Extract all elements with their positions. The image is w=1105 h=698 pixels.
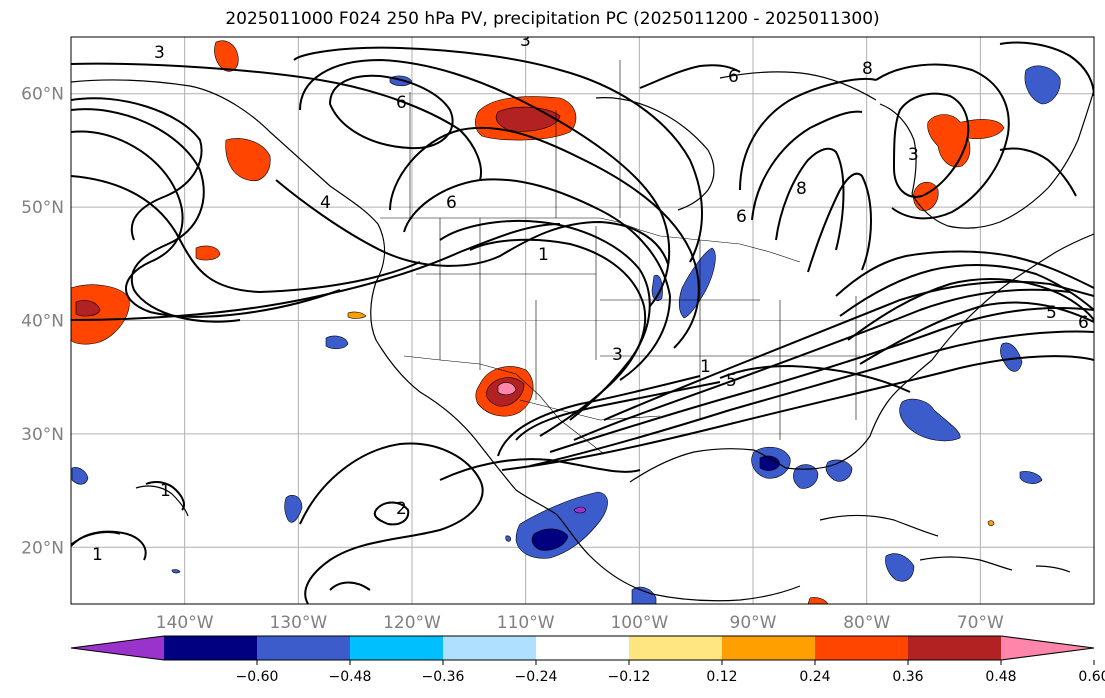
lat-tick-label: 30°N [21,425,64,445]
lon-tick-label: 140°W [156,613,214,633]
colorbar-bin [536,636,630,660]
pv-label: 1 [160,481,171,501]
map-frame [70,36,1095,605]
lon-tick-label: 130°W [269,613,327,633]
pv-label: 2 [396,499,407,519]
pv-label: 8 [862,59,873,79]
precip-positive-southwest [475,366,534,417]
pv-label: 3 [612,345,623,365]
lon-tick-label: 70°W [957,613,1004,633]
colorbar-tick-label: −0.48 [329,669,372,685]
lon-tick-label: 100°W [610,613,668,633]
colorbar: −0.60 −0.48 −0.36 −0.24 −0.12 0.12 0.24 0.36 0.4… [70,635,1105,685]
lat-tick-label: 60°N [21,85,64,105]
pv-label: 3 [908,145,919,165]
colorbar-tick-label: −0.36 [422,669,465,685]
colorbar-bin [815,636,909,660]
pv-label: 1 [92,545,103,565]
pv-label: 5 [726,371,737,391]
colorbar-tick-label: 0.48 [985,669,1016,685]
pv-label: 6 [1078,313,1089,333]
pv-label: 1 [538,245,549,265]
precip-positive-labrador [807,114,1005,604]
colorbar-tick-label: −0.60 [236,669,279,685]
precip-positive-west-coast [71,40,367,345]
pv-label: 6 [446,193,457,213]
pv-label: 4 [320,193,331,213]
precip-shading [71,40,1061,604]
pv-label: 8 [796,179,807,199]
longitude-labels: 140°W 130°W 120°W 110°W 100°W 90°W 80°W 70°W [156,613,1004,633]
colorbar-bin [722,636,816,660]
pv-label: 3 [520,31,531,51]
colorbar-bin [908,636,1002,660]
colorbar-outline [70,635,1095,661]
colorbar-bin [350,636,444,660]
precip-negative-gulf-mexico [515,342,1043,604]
pv-label: 6 [396,93,407,113]
precip-negative-east-interior [71,65,1061,574]
colorbar-extend-low [71,636,164,660]
colorbar-tick-label: −0.24 [515,669,558,685]
lon-tick-label: 110°W [497,613,555,633]
lon-tick-label: 90°W [730,613,777,633]
colorbar-tick-label: −0.12 [608,669,651,685]
pv-contour-labels: 1 1 1 1 2 3 3 3 3 4 5 5 6 6 6 6 6 8 8 [92,31,1089,565]
pv-label: 5 [1046,303,1057,323]
lat-tick-label: 20°N [21,538,64,558]
colorbar-bin [443,636,537,660]
lon-tick-label: 80°W [843,613,890,633]
pv-label: 6 [736,207,747,227]
pv-label: 6 [728,67,739,87]
lon-tick-label: 120°W [383,613,441,633]
lat-tick-label: 40°N [21,312,64,332]
colorbar-tick-label: 0.12 [706,669,737,685]
colorbar-tick-label: 0.60 [1078,669,1105,685]
colorbar-bin [629,636,723,660]
colorbar-extend-high [1001,636,1094,660]
latitude-labels: 20°N 30°N 40°N 50°N 60°N [21,85,64,559]
colorbar-tick-label: 0.24 [799,669,830,685]
pv-contours [71,41,1094,604]
colorbar-bin [164,636,258,660]
colorbar-tick-label: 0.36 [892,669,923,685]
lat-tick-label: 50°N [21,198,64,218]
colorbar-bin [257,636,351,660]
pv-label: 3 [154,43,165,63]
map-title: 2025011000 F024 250 hPa PV, precipitatio… [225,9,880,29]
pv-label: 1 [700,357,711,377]
